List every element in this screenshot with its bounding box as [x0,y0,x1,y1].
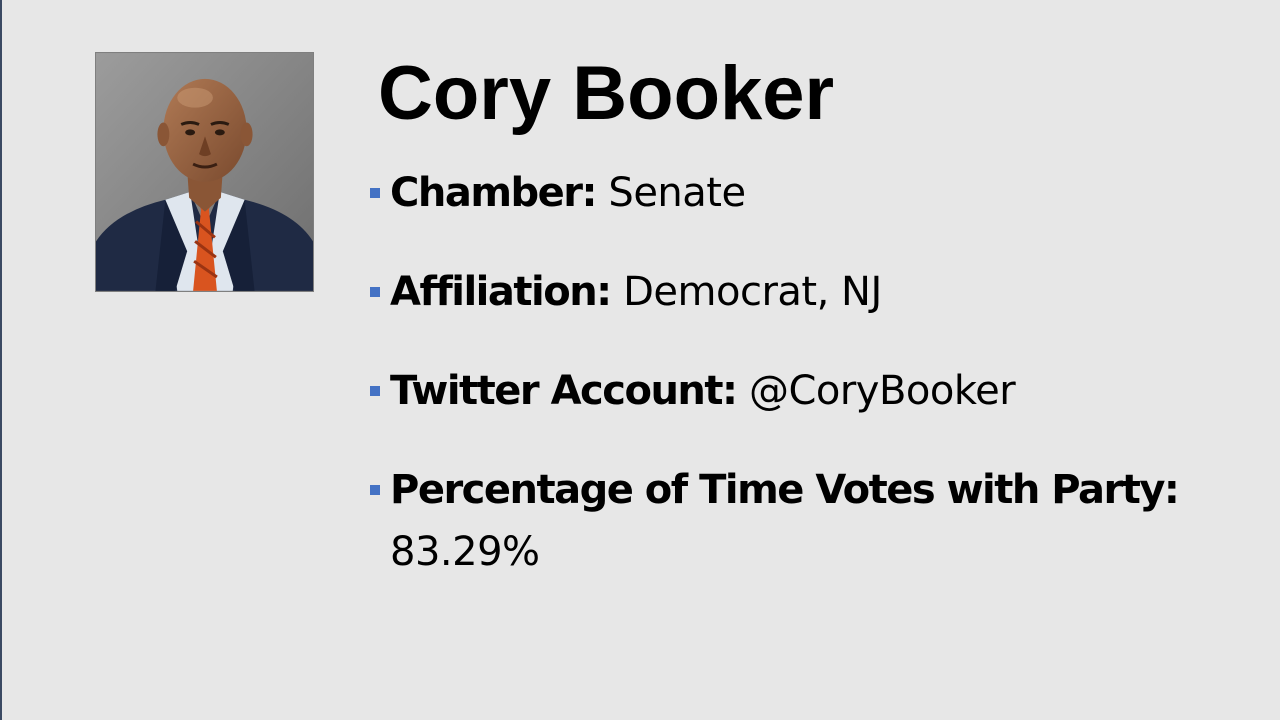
twitter-value: @CoryBooker [749,368,1015,414]
party-votes-label: Percentage of Time Votes with Party: [390,467,1178,513]
portrait-photo [95,52,314,292]
affiliation-label: Affiliation: [390,269,623,315]
chamber-item: Chamber: Senate [368,162,1248,224]
chamber-label: Chamber: [390,170,608,216]
person-photo-icon [96,53,313,291]
twitter-label: Twitter Account: [390,368,749,414]
party-votes-item: Percentage of Time Votes with Party: 83.… [368,459,1248,583]
affiliation-item: Affiliation: Democrat, NJ [368,261,1248,323]
square-bullet-icon [370,188,380,198]
chamber-value: Senate [608,170,745,216]
square-bullet-icon [370,287,380,297]
square-bullet-icon [370,485,380,495]
affiliation-value: Democrat, NJ [623,269,882,315]
twitter-item: Twitter Account: @CoryBooker [368,360,1248,422]
slide-left-edge [0,0,2,720]
info-list: Chamber: Senate Affiliation: Democrat, N… [368,162,1248,620]
slide-title: Cory Booker [378,50,834,138]
party-votes-value: 83.29% [390,529,540,575]
square-bullet-icon [370,386,380,396]
